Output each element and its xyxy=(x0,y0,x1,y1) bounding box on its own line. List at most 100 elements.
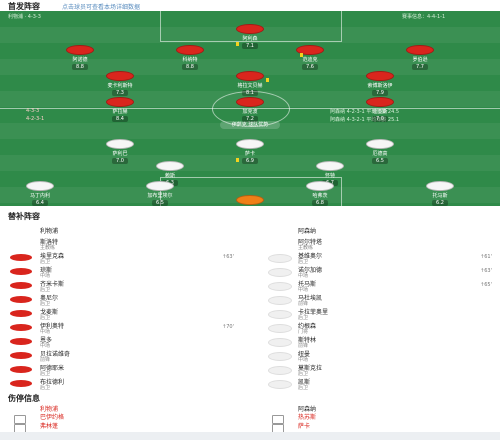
player-home[interactable]: 迪亚斯 7.0 xyxy=(340,97,420,122)
sub-pos: 后卫 xyxy=(298,371,309,377)
manager-avatar xyxy=(10,240,32,247)
sub-pos: 前锋 xyxy=(298,301,309,307)
sub-pos: 后卫 xyxy=(40,301,51,307)
team-row: 利物浦 xyxy=(0,223,240,237)
sub-note: ↑63' xyxy=(480,268,492,274)
sub-name: 琼斯 xyxy=(40,267,53,274)
injury-name: 弗林蓬 xyxy=(40,423,59,430)
sub-name: 恩多 xyxy=(40,337,53,344)
player-rating: 7.2 xyxy=(242,116,258,122)
sub-row[interactable]: 凯斯 后卫 xyxy=(258,377,498,391)
player-name: 阿利森 xyxy=(242,36,258,42)
sub-row[interactable]: 琼斯 中场 xyxy=(0,265,240,279)
lineup-subtitle: 点击球员可查看本场详细数据 xyxy=(62,4,141,11)
sub-row[interactable]: 贝拉诺维奇 前锋 xyxy=(0,349,240,363)
player-rating: 7.3 xyxy=(112,90,128,96)
player-away[interactable]: 萨卡 6.9 xyxy=(210,139,290,164)
shirt-icon xyxy=(10,324,32,331)
player-away[interactable]: 萨利巴 7.0 xyxy=(80,139,160,164)
sub-pos: 后卫 xyxy=(298,315,309,321)
sub-name: 莫斯克拉 xyxy=(298,365,323,372)
shirt-icon xyxy=(10,380,32,387)
bottom-bar xyxy=(0,432,500,440)
sub-row[interactable]: 埃里克森 后卫 ↑63' xyxy=(0,251,240,265)
sub-pos: 后卫 xyxy=(298,385,309,391)
team-row: 阿森纳 xyxy=(258,223,498,237)
sub-row[interactable]: 伊利奥特 中场 ↑70' xyxy=(0,321,240,335)
yellow-card-icon xyxy=(266,77,269,82)
manager-row[interactable]: 斯洛特 主教练 xyxy=(0,237,240,251)
sub-row[interactable]: 布拉德利 后卫 xyxy=(0,377,240,391)
event-yellow-card xyxy=(236,157,239,163)
sub-pos: 后卫 xyxy=(40,259,51,265)
player-away[interactable]: 马丁内利 6.4 xyxy=(0,181,80,206)
shirt-icon xyxy=(106,71,134,81)
player-home[interactable]: 麦卡利斯特 7.3 xyxy=(80,71,160,96)
sub-pos: 中场 xyxy=(40,329,51,335)
home-team-info: 利物浦 · 4-3-3 xyxy=(8,14,41,20)
player-home[interactable]: 罗伯逊 7.7 xyxy=(380,45,460,70)
player-home[interactable]: 萨拉赫 8.4 xyxy=(80,97,160,122)
manager-row[interactable]: 阿尔特塔 主教练 xyxy=(258,237,498,251)
player-home[interactable]: 范迪克 7.6 xyxy=(270,45,350,70)
sub-row[interactable]: 恩多 中场 xyxy=(0,335,240,349)
center-label: 伊萨克 球队优势 xyxy=(220,121,280,129)
injury-row[interactable]: 萨卡 xyxy=(258,421,498,433)
player-home[interactable]: 阿诺德 8.8 xyxy=(40,45,120,70)
shirt-icon xyxy=(106,97,134,107)
sub-pos: 中场 xyxy=(298,357,309,363)
arsenal-crest-icon xyxy=(268,226,290,233)
player-name: 怀特 xyxy=(324,173,335,179)
sub-note: ↑70' xyxy=(222,324,234,330)
sub-pos: 中场 xyxy=(298,287,309,293)
event-yellow-card xyxy=(300,52,303,58)
sub-row[interactable]: 卡拉菲奥里 后卫 xyxy=(258,307,498,321)
player-rating: 7.0 xyxy=(372,116,388,122)
player-home[interactable]: 索博斯洛伊 7.9 xyxy=(340,71,420,96)
manager-role: 主教练 xyxy=(298,245,314,251)
injury-row[interactable]: 弗林蓬 xyxy=(0,421,240,433)
sub-row[interactable]: 齐米卡斯 后卫 xyxy=(0,279,240,293)
sub-row[interactable]: 纽曼 中场 xyxy=(258,349,498,363)
yellow-card-icon xyxy=(236,41,239,46)
sub-row[interactable]: 诺尔加德 中场 ↑63' xyxy=(258,265,498,279)
team-name: 利物浦 xyxy=(40,406,59,413)
player-rating: 8.1 xyxy=(242,90,258,96)
shirt-icon xyxy=(426,181,454,191)
player-home[interactable]: 加克波 7.2 xyxy=(210,97,290,122)
sub-row[interactable]: 托马斯 中场 ↑65' xyxy=(258,279,498,293)
player-home[interactable]: 格拉文贝赫 8.1 xyxy=(210,71,290,96)
injury-icon xyxy=(272,415,284,424)
player-away[interactable]: 加布里埃尔 6.5 xyxy=(120,181,200,206)
sub-row[interactable]: 戈麦斯 后卫 xyxy=(0,307,240,321)
shirt-icon xyxy=(268,282,292,291)
player-name: 科纳特 xyxy=(182,57,198,63)
shirt-icon xyxy=(10,366,32,373)
sub-row[interactable]: 马杜埃凯 前锋 xyxy=(258,293,498,307)
sub-name: 埃里克森 xyxy=(40,253,65,260)
team-row: 利物浦 xyxy=(0,404,240,413)
player-away[interactable]: 哈弗茨 6.8 xyxy=(280,181,360,206)
player-rating: 6.9 xyxy=(242,158,258,164)
sub-row[interactable]: 基维奥尔 后卫 ↑61' xyxy=(258,251,498,265)
player-goalkeeper-home[interactable]: 阿利森 7.1 xyxy=(210,24,290,49)
player-goalkeeper-away[interactable]: 拉亚 xyxy=(210,195,290,206)
sub-row[interactable]: 奥尼尔 后卫 xyxy=(0,293,240,307)
injury-row[interactable]: 热苏斯 xyxy=(258,412,498,424)
player-home[interactable]: 科纳特 8.8 xyxy=(150,45,230,70)
player-away[interactable]: 托马斯 6.2 xyxy=(400,181,480,206)
home-injuries: 利物浦 巴伊约格 弗林蓬 xyxy=(0,404,240,433)
player-away[interactable]: 厄德高 6.5 xyxy=(340,139,420,164)
sub-row[interactable]: 莫斯克拉 后卫 xyxy=(258,363,498,377)
sub-name: 凯斯 xyxy=(298,379,311,386)
player-rating: 6.8 xyxy=(312,200,328,206)
shirt-icon xyxy=(306,181,334,191)
shirt-icon xyxy=(156,161,184,171)
sub-row[interactable]: 阿德耶米 后卫 xyxy=(0,363,240,377)
sub-row[interactable]: 斯特林 前锋 xyxy=(258,335,498,349)
injury-row[interactable]: 巴伊约格 xyxy=(0,412,240,424)
sub-row[interactable]: 约根森 门将 xyxy=(258,321,498,335)
player-rating: 8.4 xyxy=(112,116,128,122)
shirt-icon xyxy=(236,195,264,205)
sub-pos: 前锋 xyxy=(298,343,309,349)
